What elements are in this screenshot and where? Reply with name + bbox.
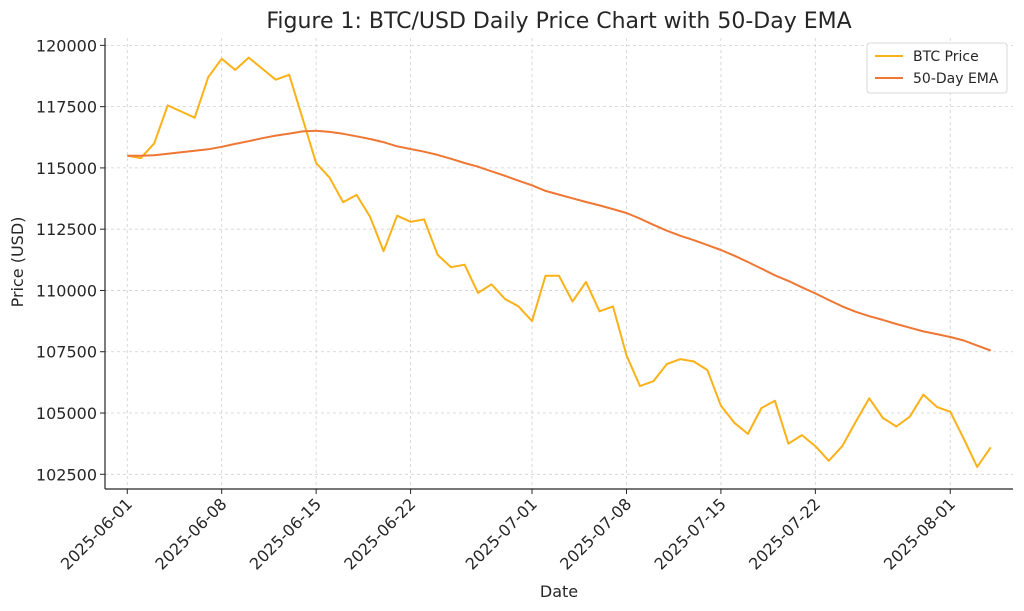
x-tick-label: 2025-06-15 (246, 494, 325, 573)
legend: BTC Price 50-Day EMA (866, 42, 1008, 94)
x-tick-label: 2025-07-08 (556, 494, 635, 573)
legend-label: 50-Day EMA (913, 71, 999, 87)
series-line-ema-50 (127, 129, 992, 352)
y-axis-label: Price (USD) (8, 217, 27, 308)
ticks: 102500 105000 107500 110000 112500 115000 1175… (36, 36, 959, 573)
series-lines (127, 56, 992, 468)
x-tick-label: 2025-06-08 (151, 494, 230, 573)
y-tick-label: 112500 (36, 220, 97, 239)
x-tick-label: 2025-06-22 (340, 494, 419, 573)
x-axis-label: Date (540, 582, 578, 601)
x-tick-label: 2025-08-01 (880, 494, 959, 573)
y-tick-label: 102500 (36, 465, 97, 484)
chart-title: Figure 1: BTC/USD Daily Price Chart with… (266, 9, 851, 34)
y-tick-label: 115000 (36, 159, 97, 178)
series-line-btc-price (127, 56, 992, 468)
y-tick-label: 105000 (36, 404, 97, 423)
axes (104, 38, 1013, 490)
y-tick-label: 117500 (36, 98, 97, 117)
grid (105, 38, 1013, 489)
legend-label: BTC Price (913, 49, 979, 65)
y-tick-label: 107500 (36, 343, 97, 362)
x-tick-label: 2025-06-01 (57, 494, 136, 573)
x-tick-label: 2025-07-01 (462, 494, 541, 573)
y-tick-label: 120000 (36, 36, 97, 55)
y-tick-label: 110000 (36, 281, 97, 300)
x-tick-label: 2025-07-22 (745, 494, 824, 573)
x-tick-label: 2025-07-15 (651, 494, 730, 573)
